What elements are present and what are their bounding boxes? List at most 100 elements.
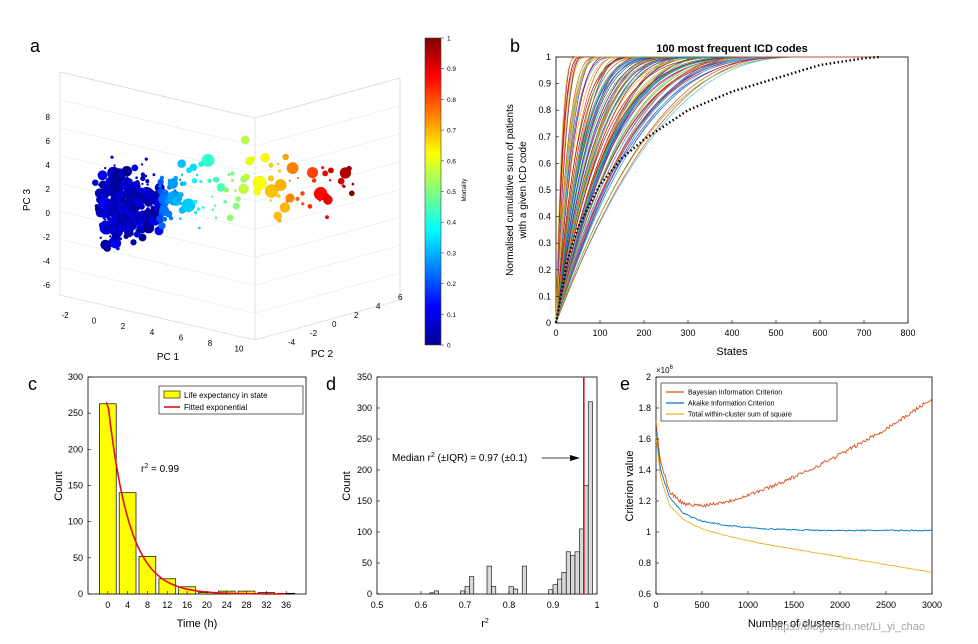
scatter-point (159, 175, 165, 181)
panel-a-colorbar (424, 37, 442, 346)
scatter-point (211, 195, 214, 198)
scatter-point (135, 208, 139, 211)
scatter-point (162, 216, 168, 222)
scatter-point (173, 189, 177, 193)
scatter-point (227, 172, 231, 177)
scatter-point (240, 135, 250, 145)
y-tick-label: 0.1 (538, 291, 551, 301)
scatter-point (322, 194, 333, 205)
scatter-point (199, 179, 203, 184)
x-tick-label: 8 (145, 600, 150, 610)
scatter-point (146, 207, 150, 212)
panel-e-x-axis-label: Number of clusters (748, 618, 841, 630)
scatter-point (179, 217, 182, 221)
scatter-point (211, 208, 215, 211)
scatter-point (154, 207, 158, 211)
histogram-bin (464, 586, 470, 595)
scatter-point (108, 235, 112, 238)
y-tick-label: 1.6 (638, 434, 651, 444)
panel-b-y-ticks: 0 0.1 0.2 0.3 0.4 0.5 0.6 0.7 0.8 0.9 1 (538, 52, 559, 328)
scatter-point (235, 196, 241, 202)
x-tick-label: 200 (636, 328, 651, 338)
scatter-point (148, 204, 151, 207)
colorbar-tick-label: 0.2 (447, 281, 456, 288)
x-tick-label: 24 (222, 600, 232, 610)
scatter-point (119, 237, 123, 241)
y-tick-label: 150 (357, 496, 372, 506)
scatter-point (171, 184, 176, 188)
x-tick-label: -2 (61, 311, 69, 320)
y-tick-label: 250 (357, 434, 372, 444)
scatter-point (131, 232, 135, 236)
y-tick-label: 0.4 (538, 212, 551, 222)
scatter-point (146, 183, 149, 186)
y-tick-label: 2 (646, 372, 651, 382)
panel-c-y-ticks: 0 50 100 150 200 250 300 (68, 372, 91, 599)
scatter-point (251, 156, 256, 161)
x-tick-label: 2000 (830, 600, 850, 610)
y-tick-label: 4 (376, 302, 381, 311)
histogram-bin (565, 551, 571, 595)
scatter-point (351, 182, 355, 186)
scatter-point (216, 183, 226, 192)
scatter-point (178, 178, 182, 182)
z-tick-label: 6 (46, 137, 51, 146)
scatter-point (226, 214, 234, 222)
x-tick-label: 100 (592, 328, 607, 338)
scatter-point (282, 153, 289, 161)
legend-label: Total within-cluster sum of square (688, 412, 792, 419)
panel-c-annotation: r2 = 0.99 (141, 463, 180, 475)
scatter-point (151, 226, 155, 230)
scatter-point (276, 193, 281, 199)
icd-series-line (555, 56, 762, 324)
panel-label-e: e (620, 374, 630, 394)
icd-series-line (555, 56, 880, 324)
scatter-point (260, 152, 270, 163)
scatter-point (348, 190, 355, 197)
scatter-point (295, 196, 300, 202)
panel-a-points (91, 135, 355, 252)
scatter-point (324, 215, 330, 220)
icd-series-line (555, 56, 880, 324)
bar-8h (138, 556, 157, 595)
x-tick-label: 1500 (784, 600, 804, 610)
scatter-point (91, 179, 99, 187)
scatter-point (105, 194, 110, 198)
scatter-point (230, 171, 235, 176)
colorbar-tick-label: 0.8 (447, 97, 456, 104)
y-tick-label: 0.6 (538, 158, 551, 168)
scatter-point (193, 199, 198, 204)
colorbar-tick-label: 0.9 (447, 66, 456, 73)
histogram-bin (574, 551, 580, 595)
icd-series-line (555, 56, 880, 324)
x-tick-label: 1000 (738, 600, 758, 610)
panel-e-exponent-label: ×106 (656, 365, 674, 375)
panel-e-x-ticks: 0 500 1000 1500 2000 2500 3000 (653, 591, 942, 610)
panel-d-annotation-arrow (542, 455, 580, 461)
x-tick-label: 300 (680, 328, 695, 338)
icd-series-line (555, 56, 754, 324)
y-tick-label: 1 (646, 527, 651, 537)
histogram-bin (433, 590, 439, 595)
y-tick-label: 0 (332, 320, 337, 329)
scatter-point (278, 169, 282, 173)
colorbar-tick-label: 0.4 (447, 220, 456, 227)
panel-a-z-axis-label: PC 3 (22, 188, 33, 211)
histogram-bin (557, 578, 563, 595)
panel-e-series-lines (655, 397, 933, 573)
panel-c-bars (99, 403, 295, 595)
panel-b-series-lines (555, 56, 880, 324)
x-tick-label: 8 (208, 339, 213, 348)
scatter-point (213, 176, 220, 183)
panel-label-d: d (326, 374, 336, 394)
x-tick-label: 16 (182, 600, 192, 610)
scatter-point (201, 206, 205, 209)
scatter-point (131, 164, 139, 172)
scatter-point (128, 189, 132, 193)
icd-series-line (555, 56, 579, 324)
y-tick-label: 2 (354, 311, 359, 320)
x-tick-label: 0.8 (503, 600, 516, 610)
scatter-point (140, 163, 144, 166)
scatter-point (176, 198, 181, 202)
